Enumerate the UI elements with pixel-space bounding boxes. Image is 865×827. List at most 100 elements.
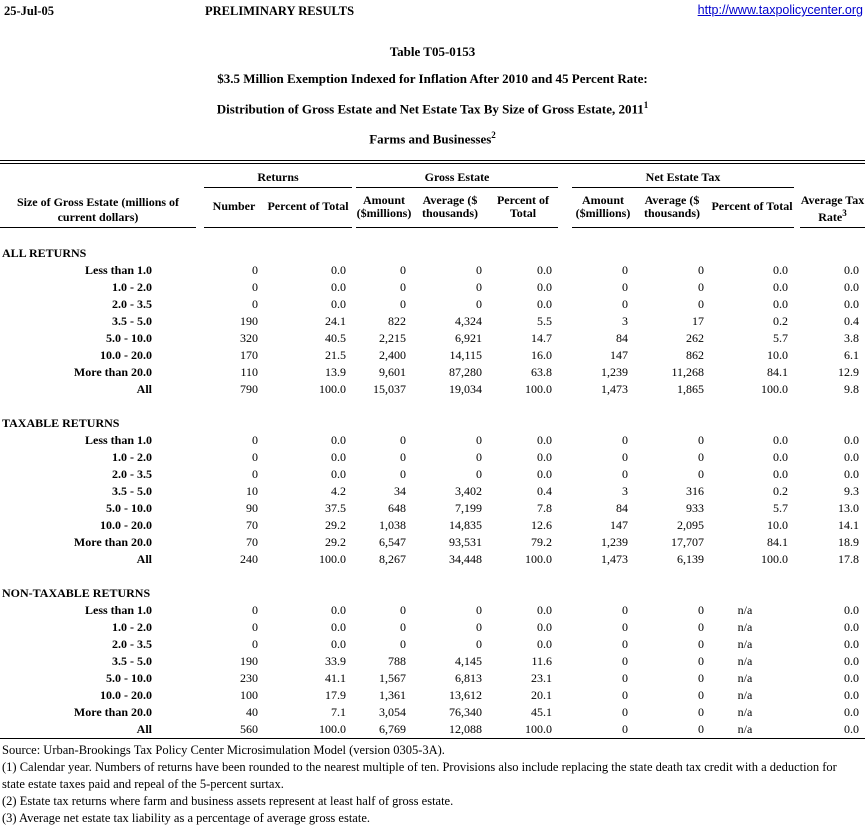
cell: 0 <box>400 279 406 294</box>
preliminary-results-label: PRELIMINARY RESULTS <box>205 4 355 18</box>
spacer <box>196 721 204 738</box>
cell: 0 <box>400 296 406 311</box>
col-header-size-of-gross-estate: Size of Gross Estate (millions of curren… <box>0 163 196 228</box>
cell: 0 <box>622 670 628 685</box>
cell: 40.5 <box>325 330 346 345</box>
cell: 0.0 <box>331 432 346 447</box>
cell: 23.1 <box>531 670 552 685</box>
cell: 0.0 <box>537 432 552 447</box>
section-header: NON-TAXABLE RETURNS <box>2 585 151 600</box>
spacer <box>558 330 572 347</box>
cell: 0.0 <box>537 449 552 464</box>
cell: 0 <box>698 636 704 651</box>
table-top-double-rule <box>0 159 865 164</box>
cell: 822 <box>388 313 406 328</box>
cell: 0 <box>698 449 704 464</box>
footnotes: Source: Urban-Brookings Tax Policy Cente… <box>0 742 865 827</box>
table-bottom-rule <box>0 737 865 739</box>
cell: 147 <box>610 517 628 532</box>
cell: 0.0 <box>773 279 788 294</box>
taxpolicycenter-link[interactable]: http://www.taxpolicycenter.org <box>697 3 863 17</box>
cell: 230 <box>240 670 258 685</box>
spacer <box>558 721 572 738</box>
col-header-net-amount: Amount ($millions) <box>572 187 634 228</box>
cell: 11.6 <box>531 653 552 668</box>
row-label: 5.0 - 10.0 <box>106 670 152 685</box>
cell: 0.0 <box>537 296 552 311</box>
table-row: 2.0 - 3.5 0 0.0 0 0 0.0 0 0 n/a 0.0 <box>0 636 865 653</box>
spacer <box>558 500 572 517</box>
table-row: All 560 100.0 6,769 12,088 100.0 0 0 n/a 0.0 <box>0 721 865 738</box>
cell: 18.9 <box>838 534 859 549</box>
cell: 0 <box>252 262 258 277</box>
spacer <box>196 313 204 330</box>
title-line-exemption: $3.5 Million Exemption Indexed for Infla… <box>217 71 648 86</box>
cell: 12.9 <box>838 364 859 379</box>
cell: 0 <box>698 262 704 277</box>
section-header: TAXABLE RETURNS <box>2 415 120 430</box>
cell: 0.0 <box>331 279 346 294</box>
spacer <box>558 602 572 619</box>
row-label: 1.0 - 2.0 <box>112 619 152 634</box>
cell: 87,280 <box>449 364 482 379</box>
cell: 0 <box>622 279 628 294</box>
spacer <box>196 687 204 704</box>
section-header-row: NON-TAXABLE RETURNS <box>0 585 865 602</box>
spacer <box>558 534 572 551</box>
cell: 14.1 <box>838 517 859 532</box>
cell: 0.0 <box>537 279 552 294</box>
row-label: 1.0 - 2.0 <box>112 279 152 294</box>
cell: 0 <box>622 653 628 668</box>
table-row: 5.0 - 10.0 230 41.1 1,567 6,813 23.1 0 0 n/a 0.0 <box>0 670 865 687</box>
section-header-row: TAXABLE RETURNS <box>0 415 865 432</box>
spacer <box>558 687 572 704</box>
cell: 0 <box>476 296 482 311</box>
spacer <box>0 227 865 245</box>
cell: 14.7 <box>531 330 552 345</box>
cell: 24.1 <box>325 313 346 328</box>
cell: 147 <box>610 347 628 362</box>
cell: 8,267 <box>379 551 406 566</box>
cell: 9.3 <box>844 483 859 498</box>
col-header-returns-number: Number <box>204 187 264 228</box>
cell: 15,037 <box>373 381 406 396</box>
cell: 0 <box>622 466 628 481</box>
cell: 0 <box>698 279 704 294</box>
cell: 0 <box>622 296 628 311</box>
cell: 0.0 <box>844 279 859 294</box>
table-row: 3.5 - 5.0 10 4.2 34 3,402 0.4 3 316 0.2 9.3 <box>0 483 865 500</box>
cell: 100.0 <box>761 381 788 396</box>
cell: 1,239 <box>601 364 628 379</box>
cell: 70 <box>246 517 258 532</box>
table-id-title: Table T05-0153 <box>389 44 476 59</box>
table-row: 3.5 - 5.0 190 24.1 822 4,324 5.5 3 17 0.2 0.4 <box>0 313 865 330</box>
cell: 84 <box>616 500 628 515</box>
cell: 93,531 <box>449 534 482 549</box>
cell: 2,095 <box>677 517 704 532</box>
spacer <box>196 330 204 347</box>
spacer <box>196 602 204 619</box>
cell: 190 <box>240 313 258 328</box>
cell: n/a <box>737 636 753 651</box>
cell: 84.1 <box>767 534 788 549</box>
cell: 29.2 <box>325 534 346 549</box>
table-row: 5.0 - 10.0 320 40.5 2,215 6,921 14.7 84 262 5.7 3… <box>0 330 865 347</box>
cell: 0.0 <box>844 670 859 685</box>
table-row: Less than 1.0 0 0.0 0 0 0.0 0 0 0.0 0.0 <box>0 262 865 279</box>
col-header-net-percent: Percent of Total <box>710 187 794 228</box>
cell: 0 <box>400 619 406 634</box>
cell: 0.0 <box>844 449 859 464</box>
spacer <box>196 466 204 483</box>
cell: 0.0 <box>331 466 346 481</box>
col-header-gross-percent: Percent of Total <box>488 187 558 228</box>
row-label: 1.0 - 2.0 <box>112 449 152 464</box>
cell: 0 <box>698 687 704 702</box>
cell: 0 <box>622 704 628 719</box>
spacer <box>558 670 572 687</box>
cell: 2,400 <box>379 347 406 362</box>
cell: 320 <box>240 330 258 345</box>
cell: 11,268 <box>671 364 704 379</box>
cell: 0.0 <box>331 636 346 651</box>
spacer <box>558 381 572 398</box>
